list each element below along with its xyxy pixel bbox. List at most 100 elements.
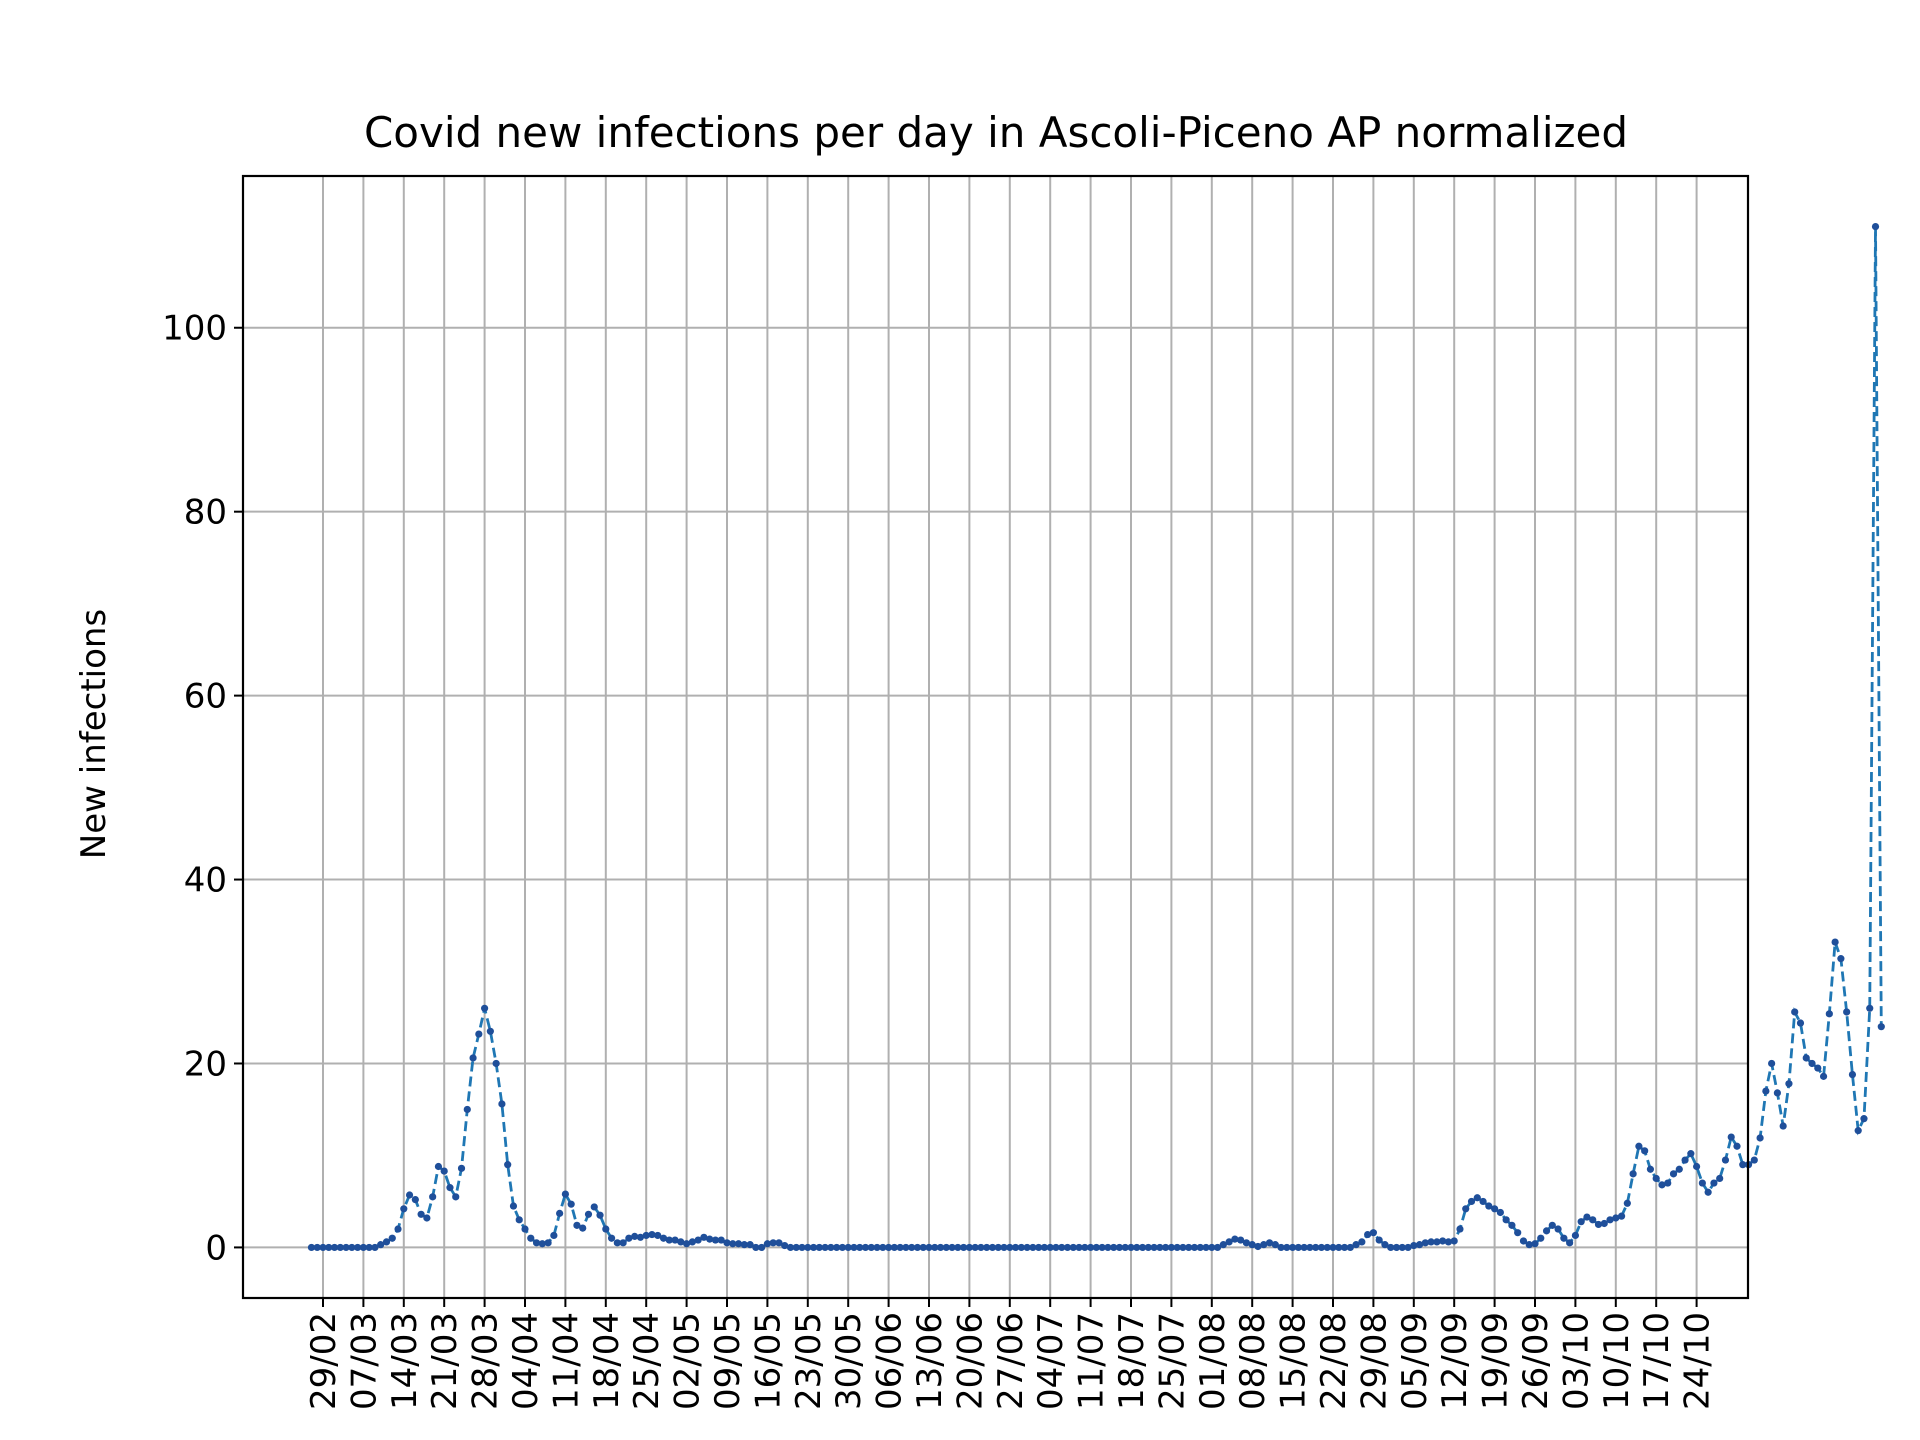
data-point (1392, 1243, 1401, 1252)
data-point (1271, 1241, 1279, 1249)
x-tick-label: 14/03 (385, 1312, 425, 1410)
x-tick-label: 18/07 (1112, 1312, 1152, 1410)
data-point (1675, 1165, 1683, 1173)
data-point (1502, 1216, 1510, 1224)
data-point (931, 1243, 939, 1252)
data-point (613, 1239, 621, 1247)
x-tick-label: 20/06 (950, 1312, 990, 1410)
data-point (717, 1236, 725, 1244)
data-point (1808, 1059, 1816, 1068)
data-point (890, 1243, 898, 1252)
data-point (913, 1243, 922, 1252)
x-tick-label: 12/09 (1435, 1312, 1475, 1410)
data-point (498, 1100, 506, 1108)
data-point (1589, 1216, 1597, 1224)
data-point (400, 1205, 408, 1213)
data-point (677, 1238, 685, 1246)
x-tick-label: 03/10 (1556, 1312, 1596, 1410)
data-point (1473, 1194, 1481, 1202)
data-point (1011, 1243, 1020, 1252)
data-point (1196, 1243, 1204, 1252)
data-point (1687, 1150, 1695, 1158)
data-point (1831, 938, 1839, 946)
data-point (1508, 1221, 1516, 1229)
data-point (463, 1105, 471, 1114)
data-point (1208, 1243, 1216, 1252)
data-point (1479, 1197, 1487, 1206)
data-point (486, 1027, 494, 1035)
data-point (1323, 1243, 1331, 1252)
data-point (752, 1243, 760, 1252)
data-point (925, 1243, 933, 1252)
data-point (377, 1241, 385, 1249)
data-point (798, 1243, 806, 1252)
data-point (1346, 1243, 1354, 1252)
data-point (1537, 1234, 1545, 1242)
data-point (1606, 1216, 1614, 1224)
data-point (1115, 1243, 1124, 1252)
data-point (971, 1243, 979, 1252)
data-point (1329, 1243, 1337, 1252)
data-point (1566, 1239, 1574, 1247)
data-point (1023, 1243, 1031, 1252)
data-point (1496, 1208, 1504, 1217)
data-point (313, 1243, 321, 1252)
data-point (1254, 1242, 1262, 1251)
data-point (1098, 1243, 1106, 1252)
data-point (1617, 1212, 1626, 1220)
data-point (827, 1243, 835, 1252)
data-point (1819, 1072, 1828, 1080)
data-point (1548, 1221, 1556, 1229)
data-point (348, 1243, 356, 1252)
data-point (342, 1243, 350, 1252)
data-point (1433, 1238, 1441, 1246)
grid (243, 176, 1748, 1298)
data-point (896, 1243, 904, 1252)
x-tick-label: 02/05 (668, 1312, 708, 1410)
data-point (504, 1161, 512, 1169)
y-tick-label: 60 (184, 677, 227, 717)
x-tick-label: 29/02 (304, 1312, 344, 1410)
data-point (515, 1216, 523, 1224)
data-point (1843, 1008, 1851, 1016)
data-point (330, 1243, 339, 1252)
data-point (365, 1243, 373, 1252)
data-point (861, 1243, 870, 1252)
data-point (1369, 1229, 1377, 1237)
data-point (1410, 1241, 1418, 1250)
data-point (307, 1243, 316, 1252)
x-tick-label: 04/04 (506, 1312, 546, 1410)
data-point (1006, 1243, 1014, 1252)
data-point (371, 1243, 379, 1252)
data-point (965, 1243, 974, 1252)
data-point (850, 1243, 858, 1252)
data-point (388, 1234, 396, 1242)
x-tick-label: 01/08 (1193, 1312, 1233, 1410)
x-tick-label: 05/09 (1395, 1312, 1435, 1410)
data-point (440, 1167, 448, 1175)
data-point (532, 1239, 541, 1247)
x-tick-label: 29/08 (1354, 1312, 1394, 1410)
data-point (1716, 1174, 1724, 1183)
data-point (1698, 1179, 1706, 1187)
data-point (942, 1243, 950, 1252)
data-point (809, 1243, 818, 1252)
data-point (1854, 1127, 1862, 1135)
data-point (1814, 1064, 1822, 1072)
data-point (1704, 1188, 1712, 1196)
data-point (729, 1240, 737, 1248)
x-tick-label: 13/06 (910, 1312, 950, 1410)
data-point (584, 1210, 593, 1218)
data-point (1877, 1023, 1885, 1031)
data-point (977, 1243, 985, 1252)
data-point (1623, 1199, 1631, 1207)
x-tick-label: 18/04 (587, 1312, 627, 1410)
data-point (665, 1236, 673, 1244)
data-point (1340, 1243, 1349, 1252)
data-point (1519, 1237, 1528, 1245)
data-point (1554, 1225, 1562, 1233)
y-axis-label: New infections (74, 609, 114, 859)
x-tick-label: 25/04 (627, 1312, 667, 1410)
data-point (429, 1193, 437, 1201)
data-point (1439, 1237, 1447, 1245)
